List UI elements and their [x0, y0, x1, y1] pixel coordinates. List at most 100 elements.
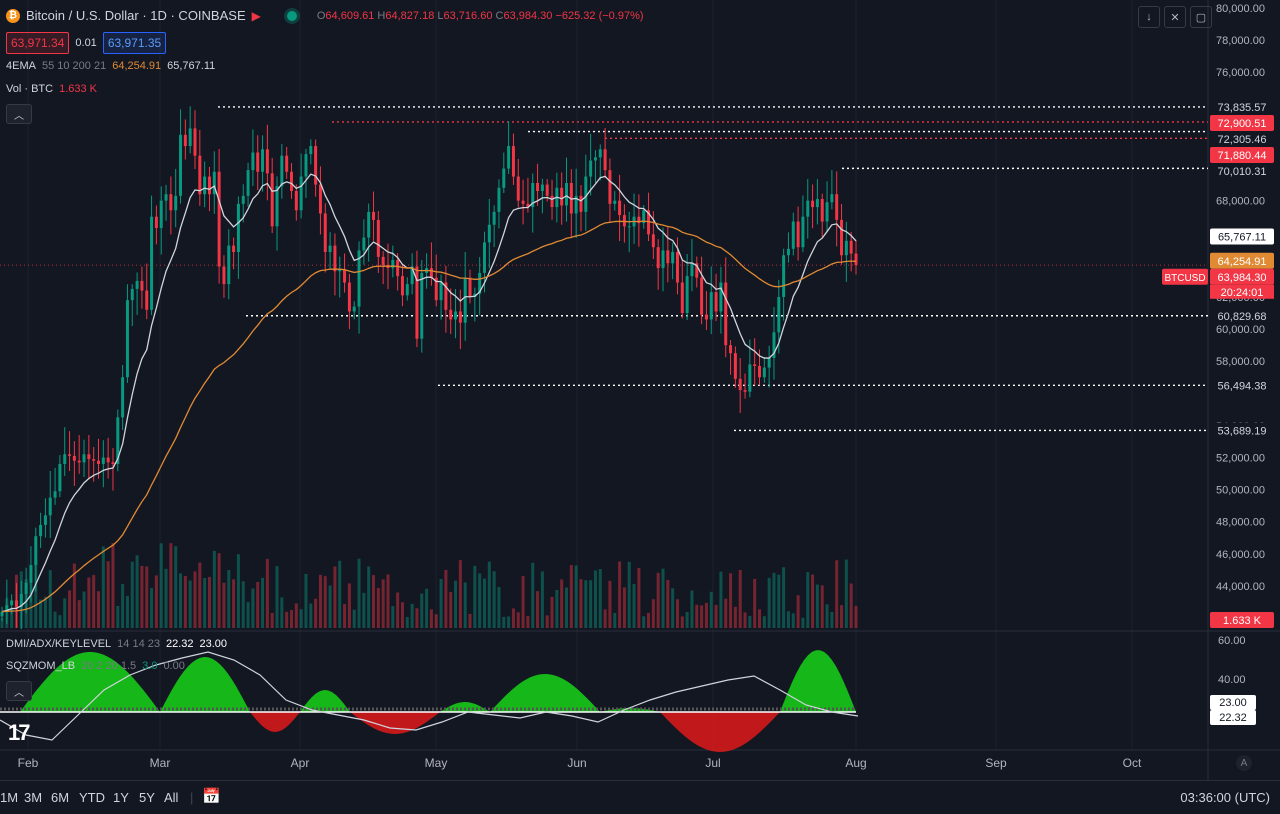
range-1m[interactable]: 1M: [0, 790, 19, 805]
candle: [309, 139, 313, 165]
candle: [429, 242, 433, 286]
candle: [729, 339, 733, 375]
candle: [685, 253, 689, 321]
volume-bar: [39, 599, 43, 628]
volume-bar: [410, 603, 414, 628]
volume-bar: [801, 617, 805, 628]
volume-bar: [777, 574, 781, 628]
volume-bar: [386, 574, 390, 628]
volume-bar: [806, 572, 810, 628]
maximize-icon[interactable]: ▢: [1190, 6, 1212, 28]
candle: [333, 233, 337, 296]
candle: [521, 179, 525, 225]
price-tick-label: 78,000.00: [1216, 35, 1265, 47]
sqz-label[interactable]: SQZMOM_LB: [6, 660, 76, 672]
candle: [772, 307, 776, 380]
volume-bar: [97, 591, 100, 628]
candle: [5, 579, 9, 624]
expand-icon[interactable]: ✕: [1164, 6, 1186, 28]
price-label: 56,494.38: [1210, 377, 1274, 394]
candle: [280, 143, 284, 199]
volume-bar: [738, 570, 742, 628]
volume-bar: [87, 577, 91, 628]
range-3m[interactable]: 3M: [24, 790, 43, 805]
candle: [613, 191, 617, 211]
flag-icon[interactable]: ▶: [251, 8, 261, 23]
candle: [318, 166, 322, 235]
time-tick-label: Aug: [845, 756, 866, 770]
svg-text:64,254.91: 64,254.91: [1218, 256, 1267, 268]
auto-scale-button[interactable]: A: [1236, 755, 1252, 771]
volume-bar: [540, 571, 544, 628]
range-6m[interactable]: 6M: [51, 790, 70, 805]
candle: [304, 148, 308, 198]
volume-bar: [627, 561, 631, 628]
candle: [454, 289, 458, 339]
clock-time[interactable]: 03:36:00 (UTC): [1180, 790, 1270, 805]
volume-bar: [622, 587, 626, 628]
volume-bar: [174, 546, 178, 628]
volume-bar: [584, 580, 588, 628]
range-all[interactable]: All: [164, 790, 179, 805]
volume-bar: [815, 584, 819, 628]
candle: [39, 512, 43, 548]
candle: [0, 606, 4, 622]
time-tick-label: Sep: [985, 756, 1007, 770]
range-5y[interactable]: 5Y: [139, 790, 155, 805]
volume-bar: [729, 573, 733, 628]
candle: [125, 284, 129, 383]
volume-bar: [825, 604, 829, 628]
volume-bar: [159, 543, 163, 628]
down-arrow-icon[interactable]: ↓: [1138, 6, 1160, 28]
chevron-up-icon[interactable]: ︿: [6, 681, 32, 701]
range-ytd[interactable]: YTD: [79, 790, 105, 805]
calendar-range-icon[interactable]: 📅: [202, 788, 221, 805]
volume-bar: [63, 598, 67, 628]
candle: [106, 437, 110, 479]
sell-button[interactable]: 63,971.34: [6, 32, 70, 54]
ema-indicator-label[interactable]: 4EMA: [6, 60, 36, 72]
volume-bar: [593, 570, 597, 628]
market-open-icon: [286, 10, 297, 21]
volume-bar: [854, 606, 858, 628]
candle: [671, 242, 675, 280]
volume-bar: [425, 588, 429, 628]
volume-bar: [487, 561, 491, 628]
volume-bar: [338, 560, 342, 628]
candle: [246, 162, 250, 207]
dmi-label[interactable]: DMI/ADX/KEYLEVEL: [6, 638, 112, 650]
volume-bar: [748, 615, 752, 628]
candle: [825, 181, 829, 232]
volume-bar: [294, 603, 298, 628]
volume-bar: [145, 566, 149, 628]
volume-bar: [704, 602, 708, 628]
volume-bar: [502, 616, 506, 628]
candle: [357, 241, 361, 334]
symbol-title[interactable]: Bitcoin / U.S. Dollar · 1D · COINBASE: [26, 8, 246, 23]
sqz-value-1: 3.0: [142, 660, 158, 672]
candle: [815, 179, 819, 225]
volume-label[interactable]: Vol · BTC: [6, 83, 54, 95]
volume-bar: [444, 569, 448, 628]
candle: [748, 339, 752, 398]
symbol-tag: BTCUSD: [1162, 268, 1208, 285]
volume-bar: [598, 569, 602, 628]
chevron-up-icon[interactable]: ︿: [6, 104, 32, 124]
range-1y[interactable]: 1Y: [113, 790, 129, 805]
sqz-value-2: 0.00: [163, 660, 185, 672]
candle: [58, 455, 62, 498]
volume-bar: [463, 582, 467, 628]
buy-button[interactable]: 63,971.35: [102, 32, 167, 54]
candle: [434, 254, 438, 307]
candle: [680, 260, 684, 319]
candle: [82, 439, 86, 478]
osc-value-label: 23.00: [1210, 695, 1256, 710]
candle: [593, 150, 597, 184]
volume-bar: [34, 559, 38, 628]
volume-bar: [280, 597, 284, 628]
volume-bar: [227, 570, 231, 628]
candle: [111, 448, 115, 491]
volume-bar: [666, 579, 670, 628]
countdown-label: 20:24:01: [1221, 287, 1264, 299]
